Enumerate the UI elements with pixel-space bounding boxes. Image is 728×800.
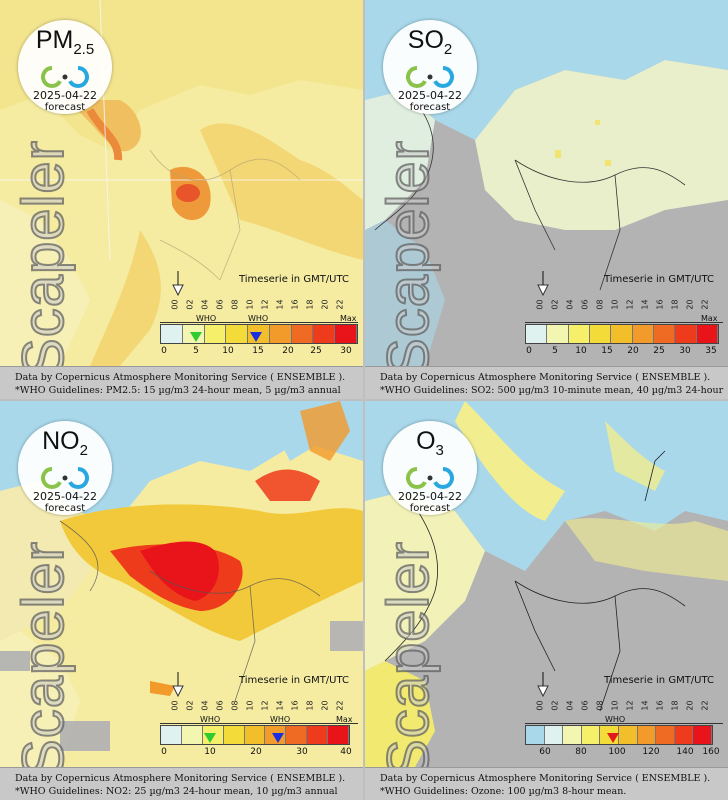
pollutant-title: NO2: [42, 427, 88, 459]
scapeler-watermark: Scapeler: [375, 540, 442, 779]
who-label: WHO: [270, 715, 291, 724]
o3-badge: O3 2025-04-22 forecast: [383, 421, 477, 515]
scale-max-label: Max: [336, 715, 353, 724]
pollutant-title: O3: [416, 427, 444, 459]
o3-footer: Data by Copernicus Atmosphere Monitoring…: [365, 767, 728, 800]
timeline-arrow-icon[interactable]: [537, 672, 549, 698]
so2-color-scale: [525, 324, 719, 344]
cams-logo-icon: [41, 467, 89, 489]
scale-max-label: Max: [701, 314, 718, 323]
scale-ticks: 60 80 100 120 140 160: [539, 747, 720, 757]
who-guideline-text: *WHO Guidelines: NO2: 25 µg/m3 24-hour m…: [15, 786, 338, 800]
data-source-text: Data by Copernicus Atmosphere Monitoring…: [15, 372, 346, 383]
o3-color-scale: [525, 725, 713, 745]
who-label: WHO: [200, 715, 221, 724]
scapeler-watermark: Scapeler: [10, 540, 77, 779]
no2-footer: Data by Copernicus Atmosphere Monitoring…: [0, 767, 363, 800]
scale-ticks: 0 5 10 15 20 25 30: [161, 346, 352, 356]
pollutant-title: PM2.5: [35, 26, 95, 58]
who-label: WHO: [605, 715, 626, 724]
who-annual-marker-icon: [190, 332, 202, 342]
who-label: WHO: [248, 314, 269, 323]
forecast-date: 2025-04-22: [398, 89, 462, 102]
who-guideline-text: *WHO Guidelines: SO2: 500 µg/m3 10-minut…: [380, 385, 724, 399]
scapeler-watermark: Scapeler: [375, 139, 442, 378]
timeserie-label: Timeserie in GMT/UTC: [238, 274, 349, 285]
timeline-arrow-icon[interactable]: [537, 271, 549, 297]
timeserie-label: Timeserie in GMT/UTC: [603, 274, 714, 285]
who-o3-marker-icon: [607, 733, 619, 743]
pollutant-title: SO2: [407, 26, 453, 58]
who-daily-marker-icon: [250, 332, 262, 342]
who-guideline-text: *WHO Guidelines: PM2.5: 15 µg/m3 24-hour…: [15, 385, 341, 399]
pm25-footer: Data by Copernicus Atmosphere Monitoring…: [0, 366, 363, 399]
data-source-text: Data by Copernicus Atmosphere Monitoring…: [15, 773, 346, 784]
timeserie-label: Timeserie in GMT/UTC: [603, 675, 714, 686]
who-guideline-text: *WHO Guidelines: Ozone: 100 µg/m3 8-hour…: [380, 786, 627, 797]
pm25-panel: PM2.5 2025-04-22 forecast Scapeler Times…: [0, 0, 363, 399]
forecast-date: 2025-04-22: [33, 89, 97, 102]
forecast-label: forecast: [409, 503, 451, 514]
data-source-text: Data by Copernicus Atmosphere Monitoring…: [380, 773, 711, 784]
timeline-arrow-icon[interactable]: [172, 271, 184, 297]
timeserie-label: Timeserie in GMT/UTC: [238, 675, 349, 686]
who-label: WHO: [196, 314, 217, 323]
o3-panel: O3 2025-04-22 forecast Scapeler Timeseri…: [365, 401, 728, 800]
who-annual-marker-icon: [204, 733, 216, 743]
scale-max-label: Max: [340, 314, 357, 323]
forecast-date: 2025-04-22: [33, 490, 97, 503]
forecast-label: forecast: [409, 102, 451, 113]
forecast-label: forecast: [44, 503, 86, 514]
timeline-arrow-icon[interactable]: [172, 672, 184, 698]
no2-badge: NO2 2025-04-22 forecast: [18, 421, 112, 515]
cams-logo-icon: [406, 66, 454, 88]
no2-color-scale: [160, 725, 350, 745]
who-daily-marker-icon: [272, 733, 284, 743]
so2-panel: SO2 2025-04-22 forecast Scapeler Timeser…: [365, 0, 728, 399]
cams-logo-icon: [41, 66, 89, 88]
cams-logo-icon: [406, 467, 454, 489]
scale-ticks: 0 10 20 30 40: [161, 747, 352, 757]
so2-badge: SO2 2025-04-22 forecast: [383, 20, 477, 114]
pm25-map: [0, 0, 363, 366]
forecast-date: 2025-04-22: [398, 490, 462, 503]
no2-panel: NO2 2025-04-22 forecast Scapeler Timeser…: [0, 401, 363, 800]
scale-ticks: 0 5 10 15 20 25 30 35: [526, 346, 717, 356]
data-source-text: Data by Copernicus Atmosphere Monitoring…: [380, 372, 711, 383]
scapeler-watermark: Scapeler: [10, 139, 77, 378]
so2-footer: Data by Copernicus Atmosphere Monitoring…: [365, 366, 728, 399]
pm25-badge: PM2.5 2025-04-22 forecast: [18, 20, 112, 114]
forecast-label: forecast: [44, 102, 86, 113]
